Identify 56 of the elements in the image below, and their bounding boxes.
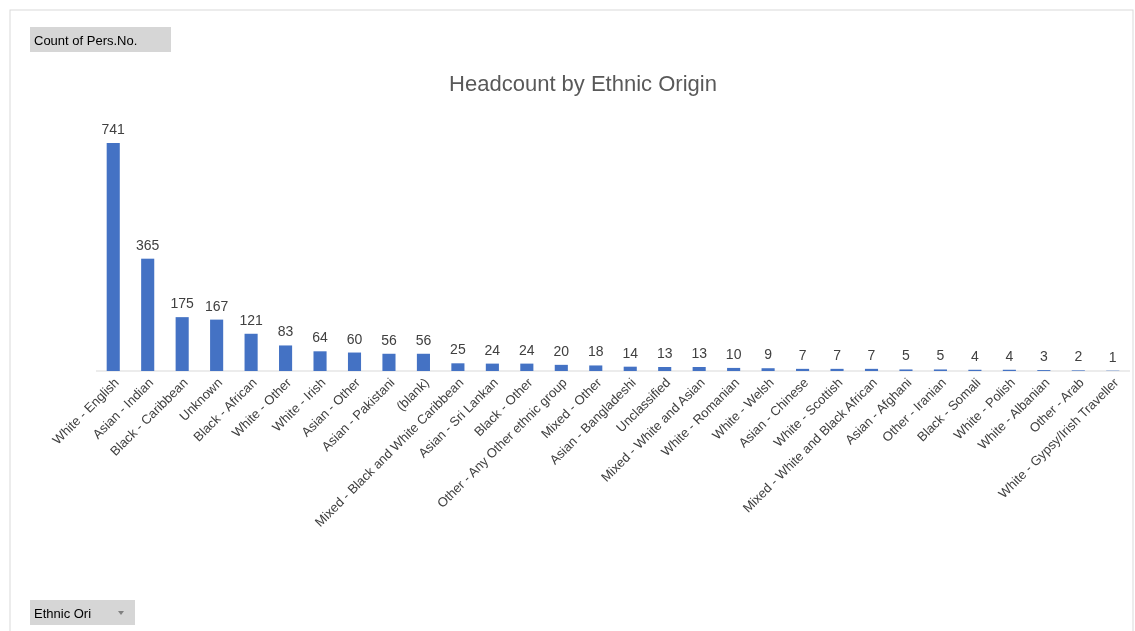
data-label: 24 <box>484 341 501 358</box>
data-label: 5 <box>936 347 945 364</box>
bar <box>623 366 637 371</box>
data-label: 2 <box>1074 348 1083 365</box>
data-label: 4 <box>971 347 979 364</box>
data-label: 60 <box>346 330 363 347</box>
bar <box>761 368 775 371</box>
bar <box>796 368 810 371</box>
data-label: 56 <box>381 331 397 348</box>
bar <box>210 319 224 371</box>
chart-title: Headcount by Ethnic Origin <box>449 71 717 96</box>
bar <box>313 351 327 371</box>
bar <box>658 367 672 371</box>
text: Count of Pers.No. <box>34 33 138 48</box>
data-label: 18 <box>587 343 604 360</box>
data-label: 121 <box>239 311 263 328</box>
bar <box>485 363 499 371</box>
data-label: 10 <box>725 345 742 362</box>
data-label: 741 <box>101 121 126 137</box>
data-label: 3 <box>1039 348 1048 365</box>
data-label: 175 <box>170 295 195 312</box>
data-label: 13 <box>691 345 708 361</box>
bar <box>244 333 258 371</box>
bar <box>451 363 465 371</box>
data-label: 1 <box>1108 348 1117 365</box>
data-label: 365 <box>136 236 160 253</box>
data-label: 7 <box>833 346 842 363</box>
bar <box>830 368 844 371</box>
text: Ethnic Ori <box>34 606 92 621</box>
data-label: 20 <box>553 342 570 359</box>
bar <box>692 367 706 371</box>
data-label: 4 <box>1005 347 1014 364</box>
bar <box>279 345 293 371</box>
data-label: 9 <box>764 346 773 363</box>
data-label: 13 <box>656 345 673 361</box>
bar <box>175 317 189 371</box>
bar <box>382 353 396 371</box>
bar <box>727 367 741 371</box>
bar <box>554 364 568 371</box>
bar <box>106 143 120 371</box>
data-label: 5 <box>902 347 911 364</box>
data-label: 167 <box>204 297 229 314</box>
data-label: 25 <box>450 341 466 358</box>
data-label: 56 <box>415 331 432 348</box>
data-label: 64 <box>312 329 329 346</box>
bar <box>347 352 362 371</box>
data-label: 14 <box>622 344 639 361</box>
data-label: 7 <box>867 346 876 363</box>
bar <box>589 365 603 371</box>
data-label: 83 <box>277 323 294 340</box>
bar <box>416 353 430 371</box>
bar <box>520 363 534 371</box>
bar <box>864 368 879 371</box>
data-label: 7 <box>798 346 807 363</box>
bar <box>141 258 155 371</box>
data-label: 24 <box>519 341 535 358</box>
